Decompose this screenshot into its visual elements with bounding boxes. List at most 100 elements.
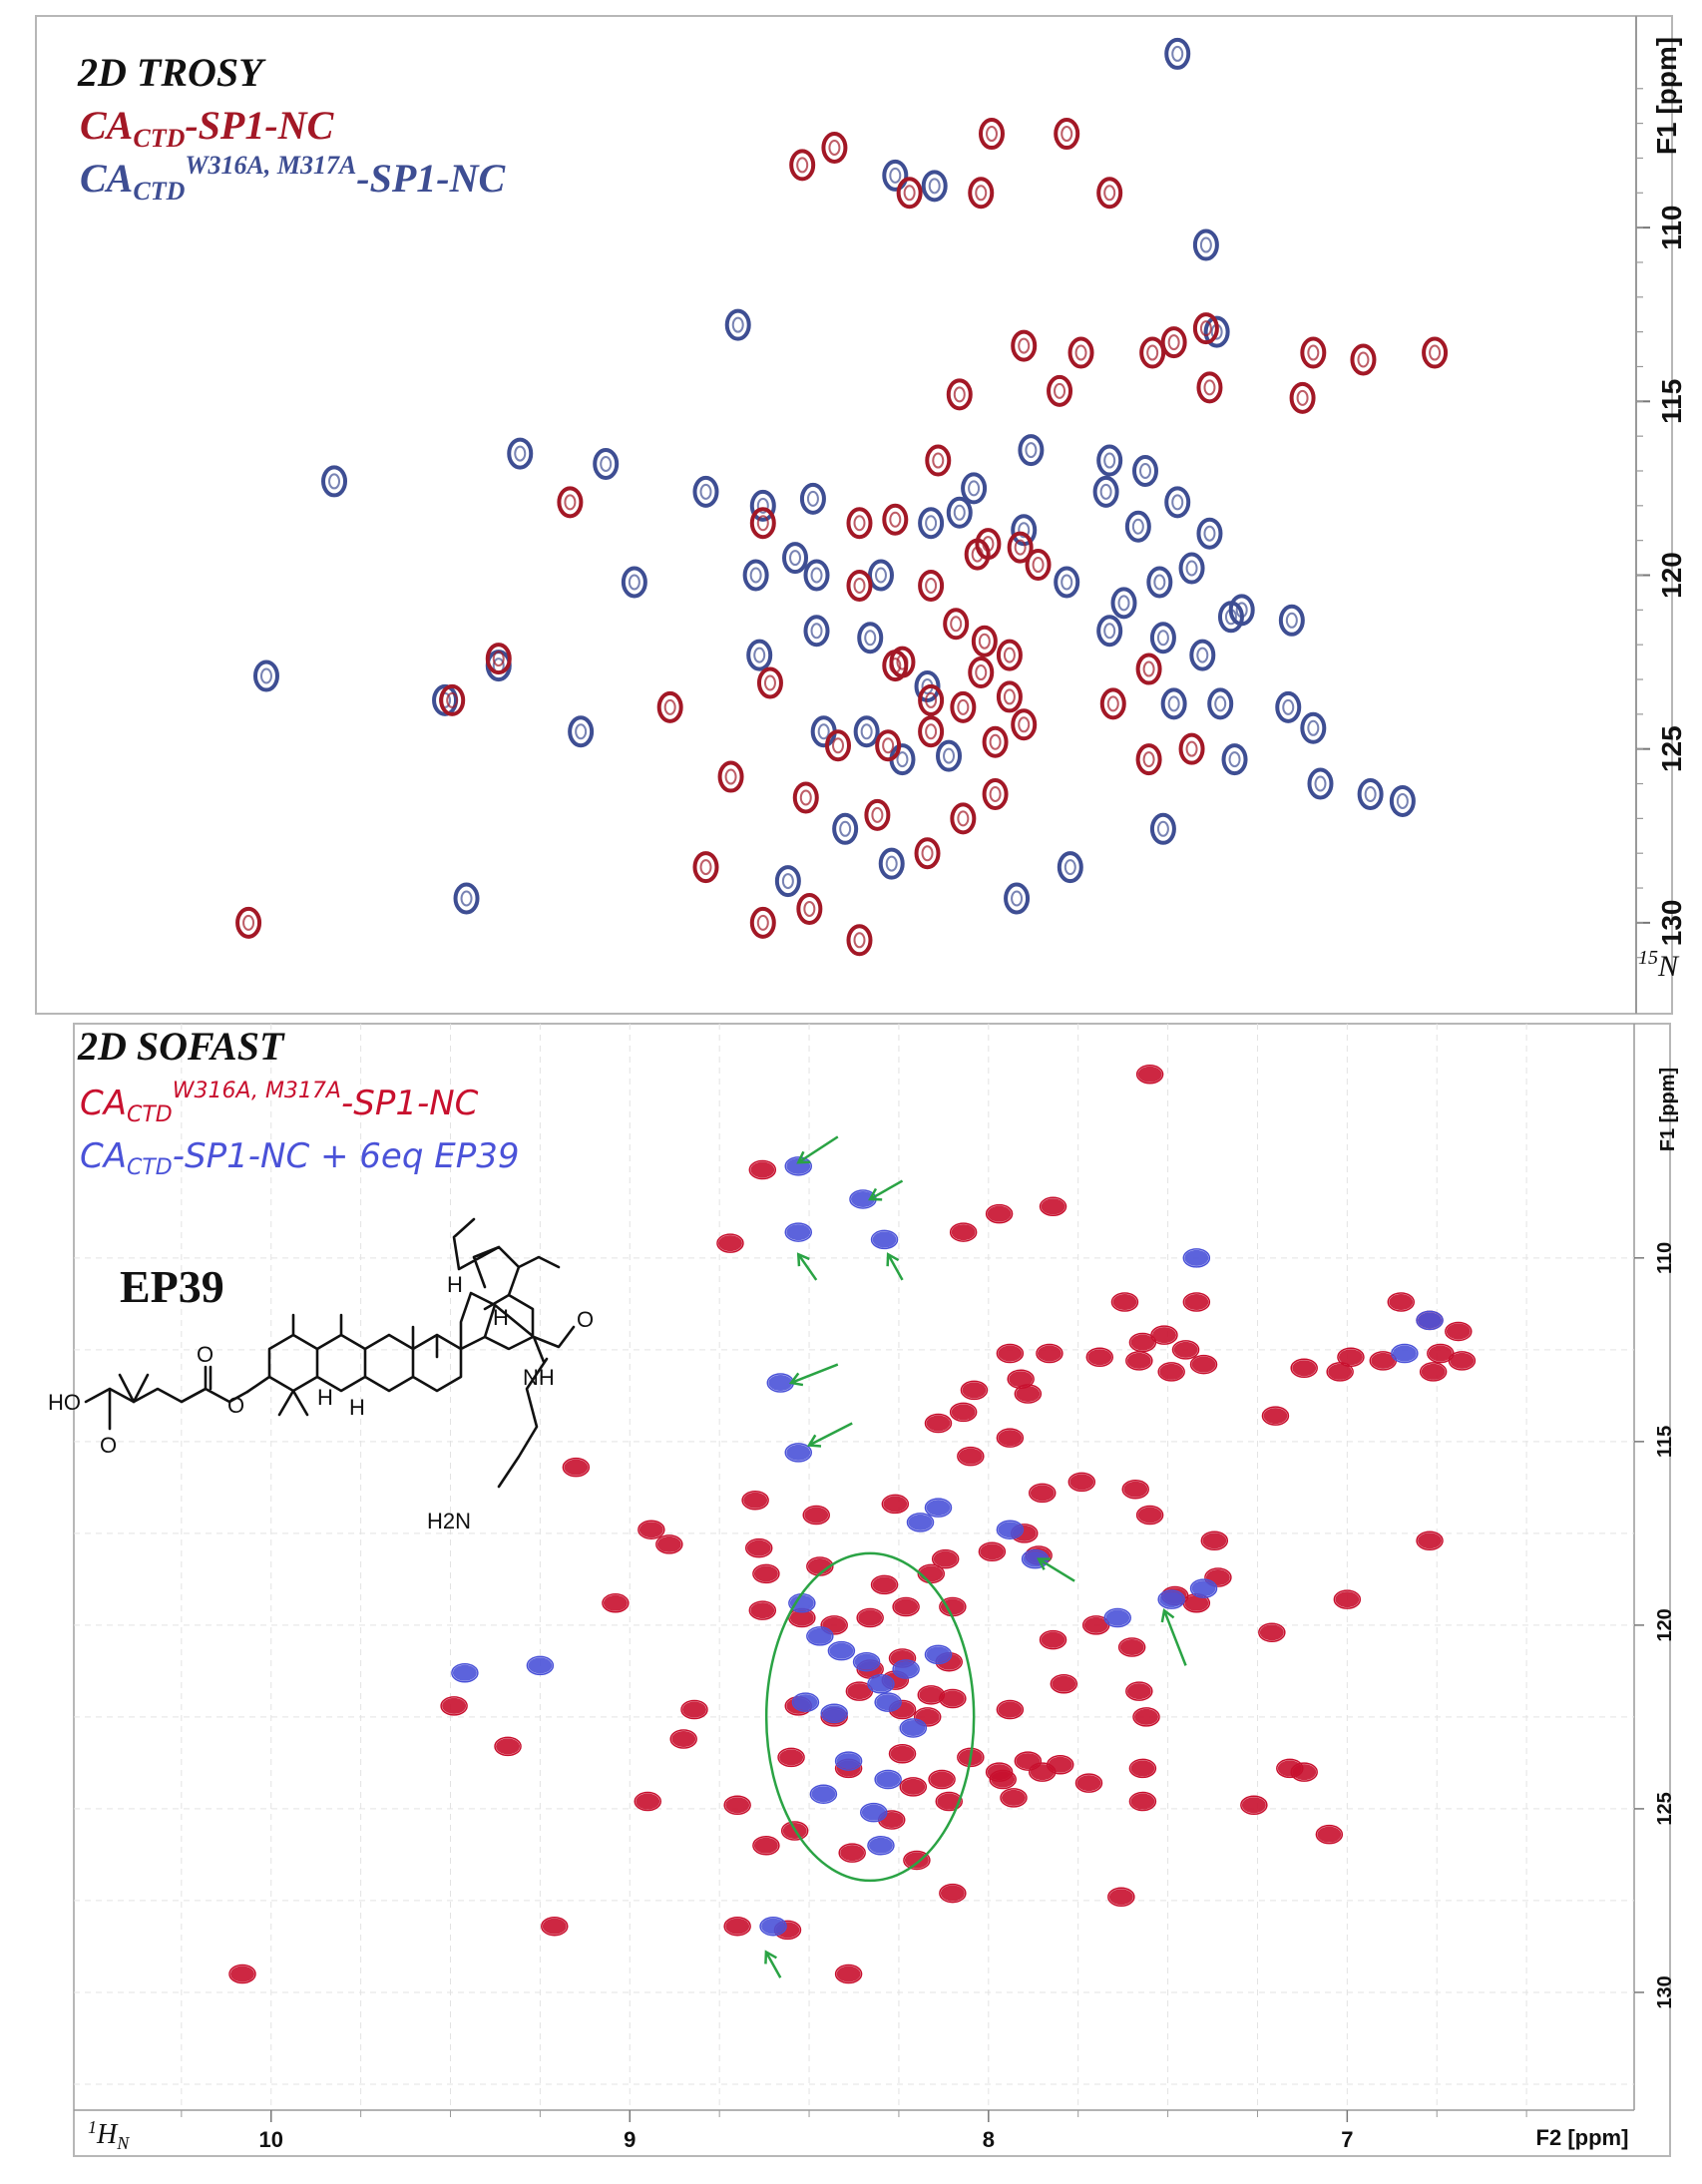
sofast-spot-mutant <box>978 1541 1007 1562</box>
spot-body <box>496 1738 521 1755</box>
spot-contour <box>834 1751 863 1771</box>
spot-body <box>1263 1408 1288 1425</box>
spot-contour <box>1135 1505 1164 1526</box>
spot-contour-outer <box>1096 444 1123 477</box>
spot-contour-outer <box>918 683 945 716</box>
spot-contour-outer <box>1011 329 1038 362</box>
spot-body <box>1418 1312 1443 1329</box>
spot-contour <box>1125 1681 1153 1701</box>
trosy-spot-wild-type <box>896 177 923 210</box>
spot-contour <box>602 1593 630 1613</box>
trosy-spot-mutant <box>1018 434 1045 467</box>
spot-contour-inner <box>564 494 577 511</box>
spot-contour-outer <box>1096 177 1123 210</box>
spot-contour <box>1074 1773 1103 1793</box>
spot-contour <box>874 1692 902 1712</box>
atom-label: H2N <box>427 1509 471 1533</box>
spot-contour-inner <box>986 126 998 143</box>
cluster-circle <box>764 1551 976 1883</box>
sofast-spot-ep39 <box>1416 1310 1444 1331</box>
arrow-shaft <box>797 1253 818 1281</box>
spot-contour-outer <box>1007 531 1034 564</box>
sofast-spot-ep39 <box>784 1222 813 1242</box>
atom-label: O <box>197 1342 213 1367</box>
sofast-spot-ep39 <box>892 1659 920 1679</box>
sofast-spot-ep39 <box>870 1229 899 1250</box>
sofast-spot-mutant <box>1416 1530 1444 1550</box>
spot-contour-outer <box>1149 812 1176 845</box>
spot-contour <box>1445 1321 1473 1342</box>
spot-body <box>829 1642 854 1659</box>
sofast-spot-mutant <box>931 1548 960 1569</box>
arrow-head <box>806 1434 822 1448</box>
sofast-spot-ep39 <box>791 1692 820 1712</box>
trosy-spot-wild-type <box>918 569 945 602</box>
spot-contour <box>957 1446 985 1467</box>
sofast-y-axis-label: F1 [ppm] <box>1657 1068 1679 1151</box>
sofast-spot-ep39 <box>809 1784 838 1804</box>
trosy-spot-wild-type <box>882 503 909 536</box>
spot-contour-outer <box>507 437 534 470</box>
sofast-spot-ep39 <box>899 1718 928 1738</box>
spot-contour-inner <box>828 139 841 156</box>
sofast-spot-mutant <box>996 1428 1025 1448</box>
sofast-spot-mutant <box>1128 1791 1157 1812</box>
spot-contour-outer <box>1011 708 1038 741</box>
spot-contour-outer <box>749 507 776 540</box>
trosy-spot-wild-type <box>1422 336 1449 369</box>
sofast-spot-mutant <box>1157 1362 1185 1382</box>
spot-contour <box>1261 1406 1290 1426</box>
spot-contour <box>741 1491 769 1511</box>
spot-contour-inner <box>699 483 712 500</box>
sofast-spot-mutant <box>602 1593 630 1613</box>
spot-contour <box>874 1769 902 1790</box>
legend-main: CA <box>80 156 133 201</box>
spot-contour <box>931 1548 960 1569</box>
spot-contour-outer <box>968 177 995 210</box>
spot-contour <box>748 1159 777 1180</box>
spot-contour-outer <box>1135 653 1162 685</box>
spot-body <box>1001 1789 1026 1806</box>
spot-contour-outer <box>964 538 991 571</box>
nucleus-subscript: N <box>116 2133 130 2153</box>
sofast-spot-mutant <box>1419 1362 1448 1382</box>
spot-contour <box>748 1600 777 1620</box>
trosy-spot-mutant <box>724 308 751 341</box>
sofast-spot-mutant <box>1036 1343 1064 1364</box>
spot-body <box>717 1235 742 1252</box>
spot-body <box>872 1576 897 1593</box>
trosy-spot-mutant <box>857 622 884 655</box>
sofast-spot-mutant <box>870 1574 899 1595</box>
spot-contour-outer <box>914 837 941 870</box>
spot-contour-outer <box>950 802 977 835</box>
spot-contour-outer <box>946 496 973 529</box>
green-arrow <box>1037 1557 1075 1582</box>
trosy-spot-wild-type <box>946 378 973 411</box>
sofast-title: 2D SOFAST <box>77 1024 285 1069</box>
spot-contour-outer <box>918 715 945 748</box>
spot-contour-inner <box>957 810 970 827</box>
spot-contour <box>834 1964 863 1984</box>
trosy-spot-wild-type <box>1139 336 1166 369</box>
spot-contour-inner <box>832 737 844 754</box>
sofast-spot-mutant <box>1171 1340 1200 1360</box>
sofast-spot-ep39 <box>860 1802 888 1823</box>
spot-contour <box>1315 1824 1344 1845</box>
sofast-spot-mutant <box>1240 1795 1268 1815</box>
sofast-spot-mutant <box>638 1520 665 1539</box>
spot-contour-inner <box>1203 379 1216 396</box>
spot-contour-outer <box>979 118 1005 151</box>
trosy-spot-wild-type <box>964 538 991 571</box>
spot-contour-inner <box>925 577 938 594</box>
sofast-spot-mutant <box>1046 1755 1074 1775</box>
trosy-spot-wild-type <box>557 486 584 519</box>
spot-body <box>1087 1349 1112 1366</box>
spot-contour-outer <box>846 924 873 957</box>
spot-contour <box>856 1607 884 1628</box>
spot-contour-outer <box>774 865 801 898</box>
spot-body <box>1126 1683 1151 1700</box>
spot-body <box>786 1224 811 1241</box>
spot-body <box>940 1885 965 1902</box>
spot-body <box>998 1522 1023 1538</box>
spot-contour-inner <box>1099 483 1112 500</box>
